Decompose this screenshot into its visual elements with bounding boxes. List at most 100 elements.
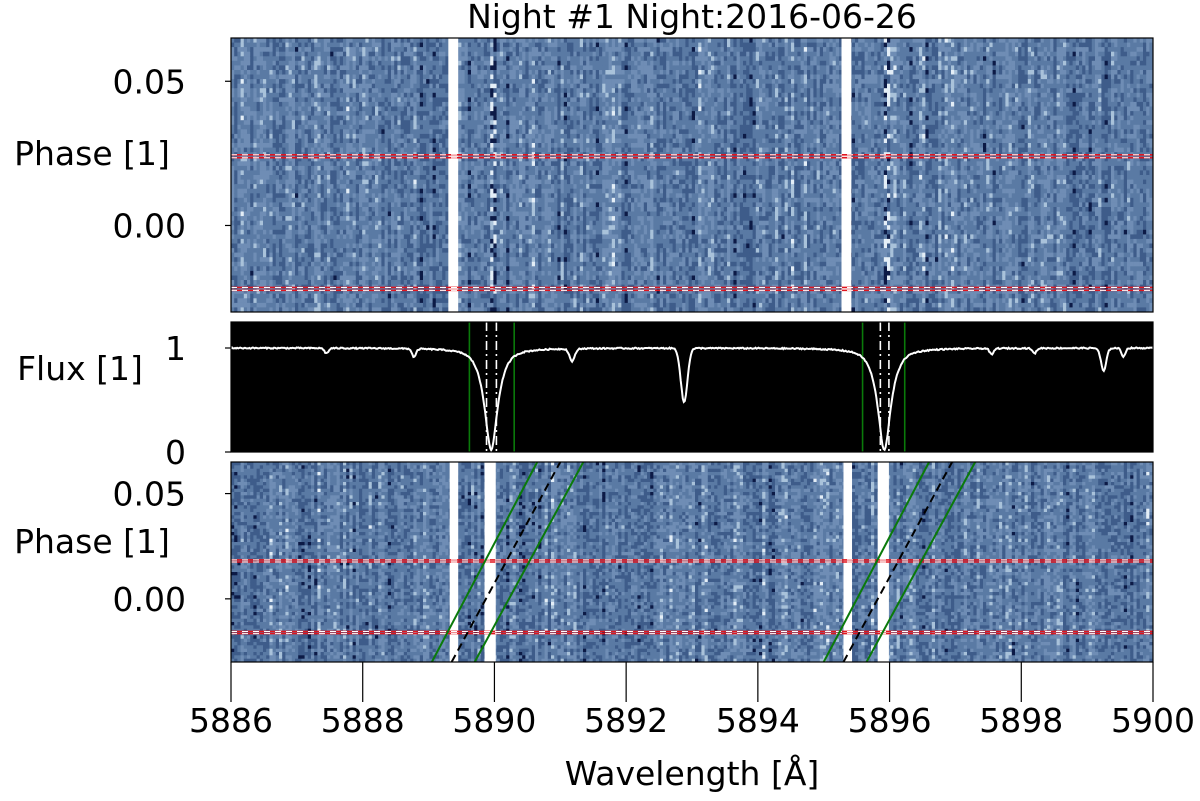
heatmap-cell xyxy=(323,248,328,254)
heatmap-cell xyxy=(317,133,321,139)
heatmap-cell xyxy=(266,184,270,190)
heatmap-cell xyxy=(343,92,347,98)
heatmap-cell xyxy=(298,188,302,194)
heatmap-cell xyxy=(311,56,315,62)
heatmap-cell xyxy=(487,143,491,148)
heatmap-cell xyxy=(439,106,443,112)
heatmap-cell xyxy=(359,101,363,107)
heatmap-cell xyxy=(487,302,491,308)
heatmap-cell xyxy=(445,225,449,231)
heatmap-cell xyxy=(263,106,267,112)
heatmap-cell xyxy=(253,138,257,144)
heatmap-cell xyxy=(234,74,238,80)
heatmap-cell xyxy=(378,83,382,89)
heatmap-cell xyxy=(304,234,309,240)
heatmap-cell xyxy=(381,47,385,53)
heatmap-cell xyxy=(403,74,408,80)
heatmap-cell xyxy=(259,211,264,217)
heatmap-cell xyxy=(477,229,481,235)
heatmap-cell xyxy=(461,165,465,171)
heatmap-cell xyxy=(272,211,277,217)
heatmap-cell xyxy=(317,270,321,276)
heatmap-cell xyxy=(333,97,337,103)
heatmap-cell xyxy=(458,238,462,244)
heatmap-cell xyxy=(247,216,251,222)
heatmap-cell xyxy=(391,79,395,85)
heatmap-cell xyxy=(247,252,251,258)
heatmap-cell xyxy=(461,38,465,43)
heatmap-cell xyxy=(352,106,357,112)
heatmap-cell xyxy=(323,188,328,194)
heatmap-cell xyxy=(339,261,344,267)
heatmap-cell xyxy=(323,261,328,267)
heatmap-cell xyxy=(403,111,408,117)
heatmap-cell xyxy=(336,197,341,203)
heatmap-cell xyxy=(378,70,382,75)
heatmap-cell xyxy=(371,156,376,162)
heatmap-cell xyxy=(394,207,398,212)
heatmap-cell xyxy=(480,88,485,94)
heatmap-cell xyxy=(445,179,449,185)
heatmap-cell xyxy=(362,47,366,53)
heatmap-cell xyxy=(461,129,465,135)
heatmap-cell xyxy=(403,248,408,254)
heatmap-cell xyxy=(317,70,321,75)
heatmap-cell xyxy=(314,60,318,66)
heatmap-cell xyxy=(291,307,296,312)
heatmap-cell xyxy=(237,161,241,167)
heatmap-cell xyxy=(423,252,427,258)
heatmap-cell xyxy=(243,101,248,107)
heatmap-cell xyxy=(359,115,363,121)
heatmap-cell xyxy=(355,275,360,281)
heatmap-cell xyxy=(493,266,497,272)
heatmap-cell xyxy=(355,70,360,75)
heatmap-cell xyxy=(333,197,337,203)
heatmap-cell xyxy=(243,207,248,212)
heatmap-cell xyxy=(394,175,398,180)
heatmap-cell xyxy=(330,275,334,281)
heatmap-cell xyxy=(237,70,241,75)
heatmap-cell xyxy=(394,238,398,244)
heatmap-cell xyxy=(285,42,289,48)
heatmap-cell xyxy=(435,101,440,107)
heatmap-cell xyxy=(480,92,485,98)
heatmap-cell xyxy=(461,143,465,148)
heatmap-cell xyxy=(240,193,245,199)
heatmap-cell xyxy=(493,307,497,312)
heatmap-cell xyxy=(359,74,363,80)
heatmap-cell xyxy=(381,243,385,249)
heatmap-cell xyxy=(471,60,475,66)
heatmap-cell xyxy=(234,179,238,185)
heatmap-cell xyxy=(272,133,277,139)
heatmap-cell xyxy=(403,216,408,222)
heatmap-cell xyxy=(304,289,309,295)
heatmap-cell xyxy=(435,307,440,312)
heatmap-cell xyxy=(442,38,446,43)
heatmap-cell xyxy=(487,97,491,103)
heatmap-cell xyxy=(483,111,488,117)
heatmap-cell xyxy=(359,47,363,53)
heatmap-cell xyxy=(442,65,446,71)
heatmap-cell xyxy=(429,234,433,240)
heatmap-cell xyxy=(407,280,411,285)
heatmap-cell xyxy=(269,47,273,53)
heatmap-cell xyxy=(407,202,411,208)
heatmap-cell xyxy=(400,216,405,222)
heatmap-cell xyxy=(295,38,299,43)
heatmap-cell xyxy=(410,165,414,171)
heatmap-cell xyxy=(474,165,478,171)
heatmap-cell xyxy=(375,165,379,171)
heatmap-cell xyxy=(256,225,261,231)
heatmap-cell xyxy=(247,47,251,53)
heatmap-cell xyxy=(234,261,238,267)
heatmap-cell xyxy=(231,188,235,194)
heatmap-cell xyxy=(359,92,363,98)
heatmap-cell xyxy=(263,243,267,249)
heatmap-cell xyxy=(259,225,264,231)
heatmap-cell xyxy=(259,202,264,208)
heatmap-cell xyxy=(339,101,344,107)
heatmap-cell xyxy=(471,188,475,194)
heatmap-cell xyxy=(426,248,430,254)
heatmap-cell xyxy=(282,101,286,107)
heatmap-cell xyxy=(368,38,373,43)
